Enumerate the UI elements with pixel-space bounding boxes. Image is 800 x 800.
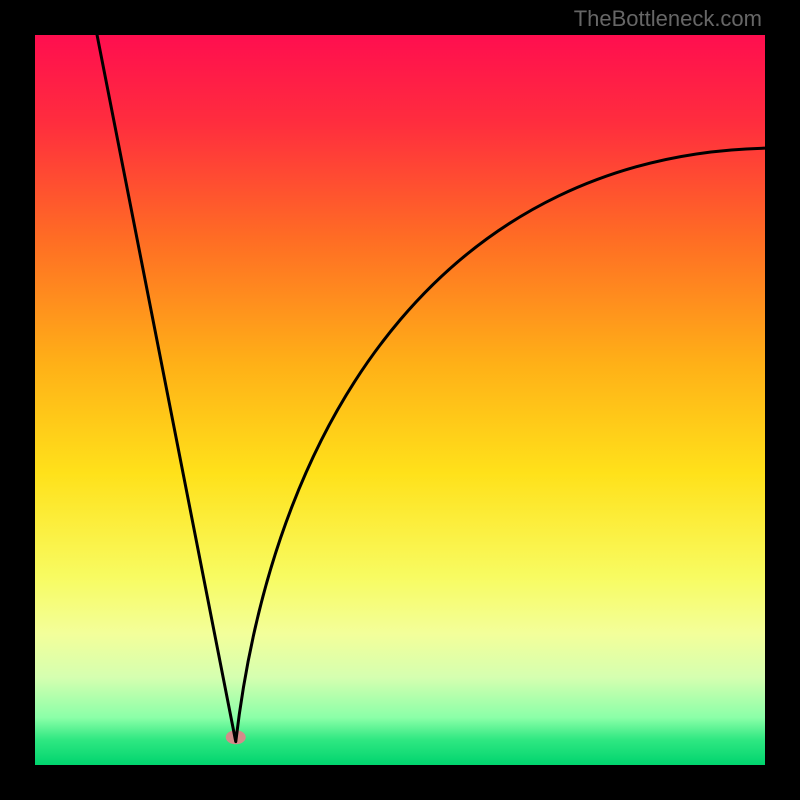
chart-container: TheBottleneck.com [0, 0, 800, 800]
plot-area [35, 35, 765, 765]
curve-layer [35, 35, 765, 765]
watermark-text: TheBottleneck.com [574, 6, 762, 32]
bottleneck-curve [97, 35, 765, 742]
